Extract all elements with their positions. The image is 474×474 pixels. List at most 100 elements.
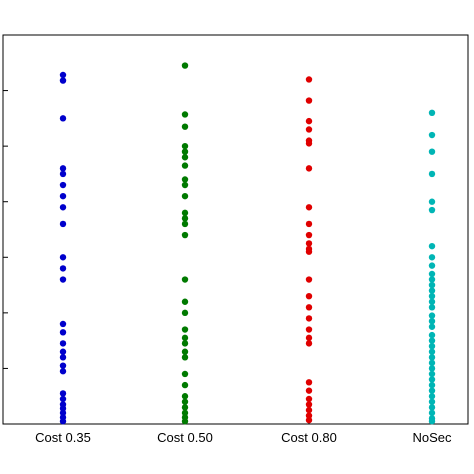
series-0 xyxy=(59,71,67,425)
data-point xyxy=(181,393,189,400)
data-point xyxy=(428,381,436,389)
data-point xyxy=(428,170,436,178)
data-point xyxy=(428,131,436,139)
data-point xyxy=(428,281,436,289)
data-point xyxy=(305,387,313,394)
data-point xyxy=(428,276,436,283)
data-point xyxy=(305,326,313,333)
data-point xyxy=(181,62,189,69)
y-axis-ticks xyxy=(3,90,8,369)
data-point xyxy=(181,409,189,417)
data-point xyxy=(59,418,67,425)
data-point xyxy=(305,340,313,347)
data-point xyxy=(181,354,189,361)
series-3 xyxy=(428,109,436,425)
data-point xyxy=(181,142,189,150)
data-point xyxy=(59,348,67,355)
data-point xyxy=(428,348,436,355)
data-point xyxy=(59,362,67,369)
data-point xyxy=(59,390,67,397)
data-point xyxy=(305,204,313,211)
data-point xyxy=(305,248,313,255)
data-point xyxy=(305,304,313,311)
data-point xyxy=(305,334,313,342)
data-point xyxy=(181,370,189,378)
data-point xyxy=(181,176,189,183)
data-point xyxy=(305,220,313,228)
data-points xyxy=(59,62,436,425)
data-point xyxy=(181,309,189,317)
data-point xyxy=(428,343,436,350)
data-point xyxy=(305,395,313,403)
x-axis-tick-labels: Cost 0.35 Cost 0.50 Cost 0.80 NoSec xyxy=(35,430,452,445)
data-point xyxy=(181,348,189,355)
data-point xyxy=(428,206,436,214)
data-point xyxy=(181,192,189,200)
data-point xyxy=(181,298,189,305)
data-point xyxy=(181,231,189,239)
data-point xyxy=(181,154,189,161)
data-point xyxy=(181,381,189,389)
data-point xyxy=(59,204,67,211)
data-point xyxy=(305,379,313,386)
data-point xyxy=(428,331,436,339)
data-point xyxy=(428,298,436,305)
data-point xyxy=(428,312,436,319)
data-point xyxy=(59,340,67,347)
data-point xyxy=(181,209,189,217)
data-point xyxy=(59,170,67,178)
data-point xyxy=(59,368,67,375)
data-point xyxy=(59,265,67,272)
data-point xyxy=(428,254,436,261)
data-point xyxy=(305,231,313,239)
data-point xyxy=(428,304,436,311)
data-point xyxy=(428,198,436,205)
data-point xyxy=(59,320,67,328)
data-point xyxy=(59,329,67,336)
data-point xyxy=(181,334,189,342)
data-point xyxy=(59,115,67,122)
data-point xyxy=(428,359,436,367)
data-point xyxy=(59,165,67,172)
data-point xyxy=(428,317,436,325)
data-point xyxy=(59,254,67,261)
data-point xyxy=(428,337,436,344)
data-point xyxy=(305,140,313,147)
data-point xyxy=(59,409,67,417)
data-point xyxy=(305,401,313,408)
data-point xyxy=(428,270,436,278)
x-tick-label: Cost 0.50 xyxy=(157,430,213,445)
data-point xyxy=(428,323,436,330)
data-point xyxy=(305,97,313,104)
data-point xyxy=(181,111,189,118)
data-point xyxy=(181,340,189,347)
data-point xyxy=(305,406,313,414)
data-point xyxy=(428,287,436,294)
data-point xyxy=(428,376,436,383)
data-point xyxy=(181,276,189,283)
data-point xyxy=(428,354,436,361)
data-point xyxy=(428,370,436,378)
data-point xyxy=(59,395,67,403)
data-point xyxy=(59,220,67,228)
data-point xyxy=(181,215,189,222)
series-1 xyxy=(181,62,189,425)
data-point xyxy=(428,387,436,394)
data-point xyxy=(59,405,67,412)
series-2 xyxy=(305,76,313,424)
data-point xyxy=(305,76,313,83)
data-point xyxy=(428,418,436,425)
data-point xyxy=(428,262,436,269)
data-point xyxy=(305,412,313,419)
data-point xyxy=(428,398,436,405)
data-point xyxy=(305,165,313,172)
data-point xyxy=(181,220,189,228)
data-point xyxy=(428,409,436,417)
data-point xyxy=(59,71,67,79)
data-point xyxy=(181,418,189,425)
data-point xyxy=(305,292,313,300)
data-point xyxy=(181,398,189,405)
data-point xyxy=(181,148,189,155)
data-point xyxy=(428,404,436,411)
